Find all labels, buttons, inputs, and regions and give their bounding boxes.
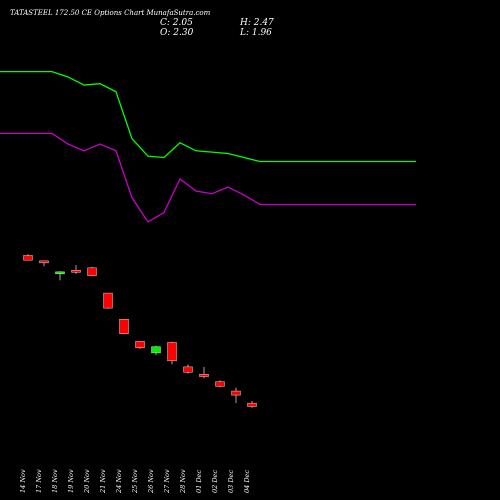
candle-body (119, 319, 129, 334)
x-tick-label: 18 Nov (51, 469, 59, 493)
candle-02-dec (215, 380, 225, 388)
candle-17-nov (39, 260, 49, 267)
open-value: O: 2.30 (160, 28, 194, 38)
candle-body (87, 267, 97, 276)
x-tick-label: 17 Nov (35, 469, 43, 493)
candle-20-nov (87, 267, 97, 277)
x-tick-label: 14 Nov (19, 469, 27, 493)
low-value: L: 1.96 (240, 28, 272, 38)
high-value: H: 2.47 (240, 18, 274, 28)
x-tick-label: 21 Nov (99, 469, 107, 494)
candle-03-dec (231, 387, 241, 404)
candle-25-nov (135, 341, 145, 350)
candle-18-nov (55, 271, 65, 281)
candle-body (135, 341, 145, 348)
x-tick-label: 04 Dec (243, 470, 251, 493)
candle-14-nov (23, 254, 33, 261)
candle-body (151, 346, 161, 354)
candle-body (71, 270, 81, 273)
indicator-line-1 (0, 70, 416, 163)
candle-21-nov (103, 292, 113, 309)
candle-body (39, 260, 49, 264)
candle-body (183, 366, 193, 373)
candle-01-dec (199, 366, 209, 379)
close-value: C: 2.05 (160, 18, 193, 28)
candle-04-dec (247, 400, 257, 408)
candle-19-nov (71, 265, 81, 274)
candle-body (103, 292, 113, 309)
candle-27-nov (167, 341, 177, 365)
x-tick-label: 02 Dec (211, 470, 219, 493)
candle-body (55, 271, 65, 275)
candle-body (215, 381, 225, 387)
x-tick-label: 26 Nov (147, 469, 155, 494)
x-tick-label: 01 Dec (195, 470, 203, 493)
x-tick-label: 24 Nov (115, 469, 123, 494)
x-tick-label: 27 Nov (163, 469, 171, 494)
candle-body (167, 342, 177, 362)
chart-title: TATASTEEL 172.50 CE Options Chart Munafa… (10, 9, 211, 17)
candle-24-nov (119, 319, 129, 335)
candle-body (23, 255, 33, 261)
x-tick-label: 19 Nov (67, 469, 75, 493)
x-tick-label: 25 Nov (131, 469, 139, 494)
candle-body (231, 390, 241, 396)
x-tick-label: 28 Nov (179, 469, 187, 494)
candle-28-nov (183, 364, 193, 374)
x-tick-label: 03 Dec (227, 470, 235, 493)
candle-body (247, 402, 257, 407)
x-tick-label: 20 Nov (83, 469, 91, 494)
candle-body (199, 374, 209, 377)
candle-26-nov (151, 345, 161, 356)
indicator-line-2 (0, 132, 416, 223)
